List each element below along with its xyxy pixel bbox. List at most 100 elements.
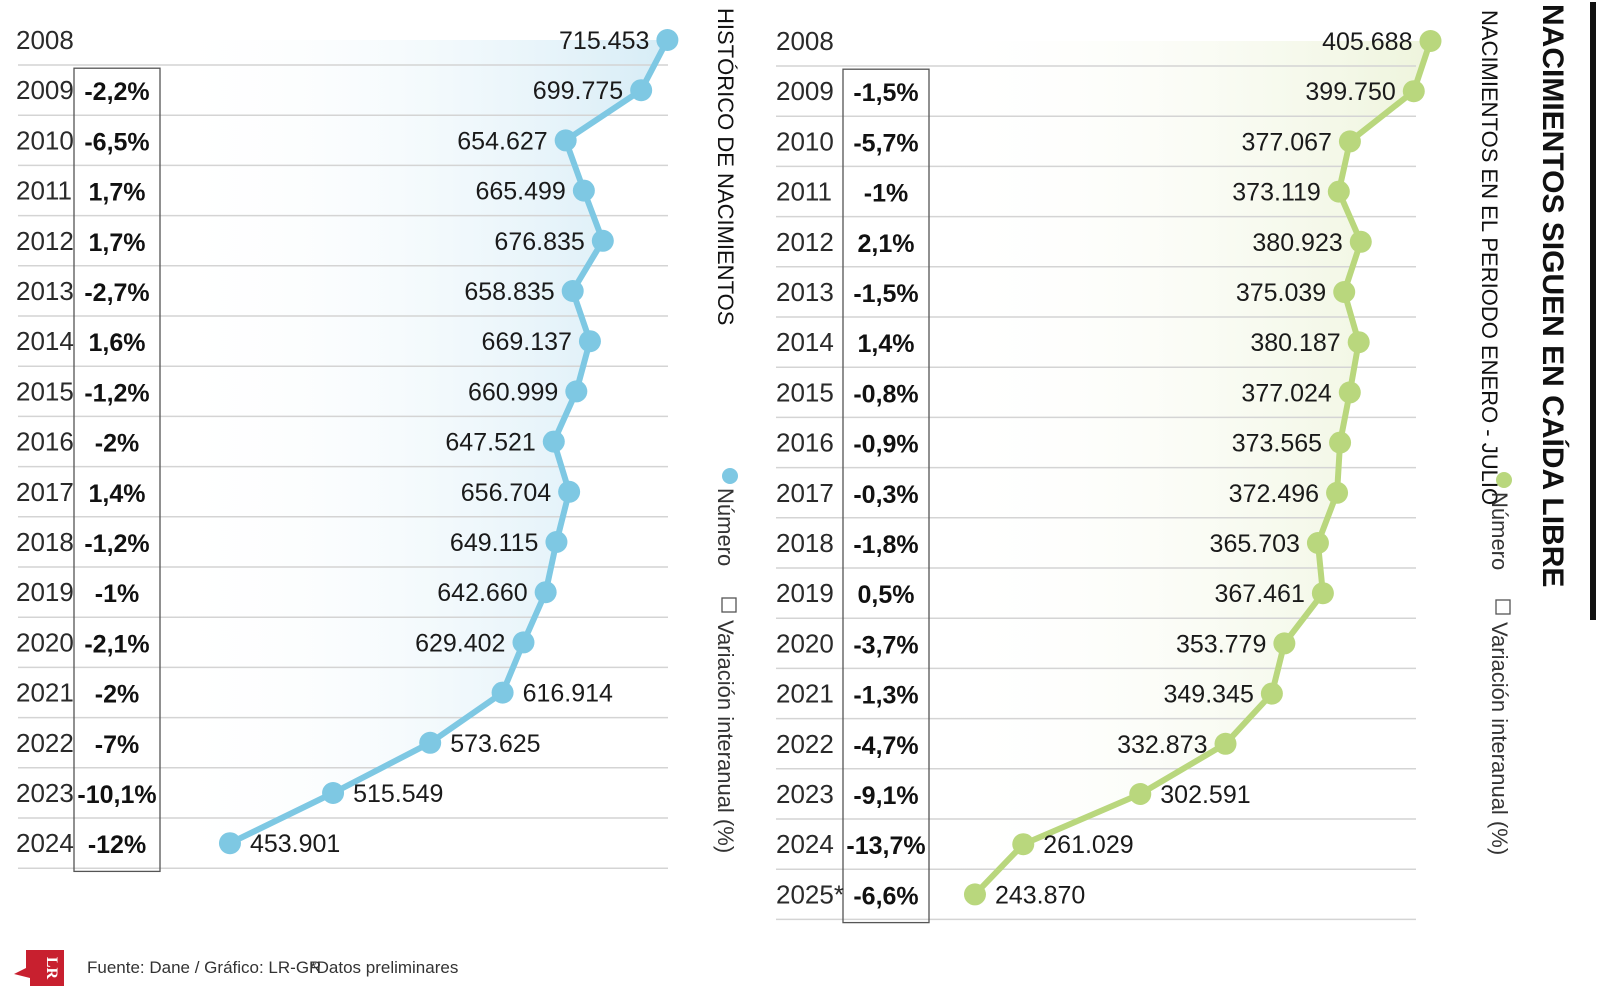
variation-label: -7% (95, 731, 139, 759)
data-point (542, 430, 565, 453)
logo-text: LR (43, 957, 60, 980)
variation-label: -9,1% (853, 782, 918, 810)
value-label: 332.873 (1117, 731, 1207, 759)
year-label: 2017 (16, 477, 74, 507)
year-label: 2021 (776, 679, 834, 709)
year-label: 2023 (16, 778, 74, 808)
value-label: 656.704 (461, 479, 551, 507)
left-legend-variation-marker (721, 597, 737, 613)
data-point (491, 681, 514, 704)
value-label: 654.627 (457, 127, 547, 155)
data-point (963, 883, 986, 906)
data-point (1129, 783, 1152, 805)
year-label: 2014 (16, 326, 74, 356)
variation-label: -1,8% (853, 531, 918, 559)
value-label: 380.187 (1250, 329, 1340, 357)
year-label: 2009 (16, 75, 74, 105)
left-legend-number-marker (722, 468, 738, 484)
value-label: 715.453 (559, 27, 649, 55)
year-label: 2008 (776, 26, 834, 56)
data-point (1012, 833, 1035, 856)
variation-label: -12% (88, 831, 146, 859)
year-label: 2019 (16, 577, 74, 607)
value-label: 372.496 (1229, 480, 1319, 508)
variation-label: -2,1% (84, 630, 149, 658)
value-label: 515.549 (353, 780, 443, 808)
year-label: 2024 (16, 828, 74, 858)
right-legend-variation: Variación interanual (%) (1487, 622, 1512, 855)
variation-label: -5,7% (853, 129, 918, 157)
value-label: 261.029 (1043, 831, 1133, 859)
variation-label: -3,7% (853, 631, 918, 659)
value-label: 349.345 (1164, 681, 1254, 709)
year-label: 2016 (16, 427, 74, 457)
data-point (578, 330, 601, 353)
value-label: 642.660 (437, 579, 527, 607)
year-label: 2023 (776, 779, 834, 809)
year-label: 2020 (776, 628, 834, 658)
variation-box (73, 67, 161, 873)
year-label: 2011 (776, 177, 832, 207)
variation-label: -1,2% (84, 379, 149, 407)
data-point (1327, 180, 1350, 203)
variation-label: -2% (95, 430, 139, 458)
data-point (630, 79, 653, 102)
variation-label: -1% (95, 580, 139, 608)
right-legend-variation-marker (1495, 599, 1511, 615)
variation-label: -0,8% (853, 380, 918, 408)
value-label: 616.914 (523, 680, 613, 708)
variation-label: -0,3% (853, 481, 918, 509)
data-point (1306, 532, 1329, 554)
right-legend-number: Número (1487, 492, 1512, 570)
year-label: 2021 (16, 678, 74, 708)
year-label: 2008 (16, 25, 74, 55)
year-label: 2012 (776, 227, 834, 257)
data-point (1273, 632, 1296, 655)
year-label: 2014 (776, 327, 834, 357)
year-label: 2011 (16, 176, 72, 206)
variation-label: -1,5% (853, 79, 918, 107)
right-chart: 2008 2009 -1,5% 2010 -5,7% 2011 -1% 2012 2,1% 201… (776, 26, 1442, 924)
year-label: 2025* (776, 879, 844, 909)
year-label: 2018 (16, 527, 74, 557)
data-point (1419, 30, 1442, 52)
value-label: 629.402 (415, 629, 505, 657)
data-point (1329, 431, 1352, 454)
data-point (1326, 481, 1349, 504)
value-label: 377.024 (1241, 379, 1331, 407)
variation-label: -2,2% (84, 78, 149, 106)
left-chart-title: HISTÓRICO DE NACIMIENTOS (713, 8, 738, 325)
year-label: 2022 (16, 728, 74, 758)
data-point (534, 581, 557, 604)
year-label: 2022 (776, 729, 834, 759)
value-label: 676.835 (494, 228, 584, 256)
value-label: 399.750 (1305, 78, 1395, 106)
left-legend-number: Número (713, 488, 738, 566)
year-label: 2010 (776, 126, 834, 156)
year-label: 2015 (16, 376, 74, 406)
data-point (1333, 281, 1356, 303)
variation-box (842, 68, 930, 924)
variation-label: 1,4% (89, 480, 146, 508)
data-point (1260, 682, 1283, 705)
year-label: 2012 (16, 226, 74, 256)
value-label: 373.565 (1232, 430, 1322, 458)
value-label: 699.775 (533, 77, 623, 105)
data-point (1349, 230, 1372, 253)
title-rule (1590, 2, 1596, 620)
data-point (561, 280, 584, 302)
variation-label: -1,5% (853, 280, 918, 308)
value-label: 243.870 (995, 881, 1085, 909)
value-label: 573.625 (450, 730, 540, 758)
variation-label: -2,7% (84, 279, 149, 307)
data-point (419, 731, 442, 754)
data-point (1347, 331, 1370, 354)
area-fill (160, 40, 668, 844)
variation-label: -4,7% (853, 732, 918, 760)
variation-label: 1,6% (89, 329, 146, 357)
variation-label: -6,6% (853, 882, 918, 910)
year-label: 2018 (776, 528, 834, 558)
variation-label: -2% (95, 681, 139, 709)
data-point (545, 531, 568, 553)
